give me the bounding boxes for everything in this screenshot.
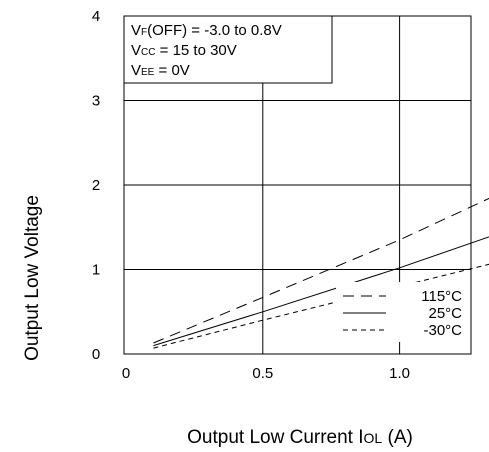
y-tick-label: 4 [92, 8, 100, 25]
y-tick-label: 0 [92, 346, 100, 363]
legend-frame [336, 282, 470, 342]
series-line-1 [153, 197, 489, 344]
y-tick-label: 3 [92, 93, 100, 110]
legend-label-3: -30°C [423, 322, 462, 339]
y-axis-title: Output Low Voltage [22, 195, 43, 361]
condition-line: VCC = 15 to 30V [131, 42, 237, 59]
condition-line: VEE = 0V [131, 62, 190, 79]
series-line-2 [153, 236, 489, 347]
conditions-box: VF(OFF) = -3.0 to 0.8V VCC = 15 to 30V VEE… [123, 15, 333, 84]
y-tick-label: 1 [92, 262, 100, 279]
series-layer [153, 197, 489, 349]
legend: 115°C25°C-30°C [336, 282, 470, 342]
x-tick-labels: 00.51.01.52.0 [122, 365, 410, 382]
series-line-3 [153, 263, 489, 349]
x-axis-title: Output Low Current IOL (A) [187, 427, 413, 448]
y-tick-label: 2 [92, 177, 100, 194]
conditions-box-frame [123, 15, 333, 84]
y-tick-labels: 0 1 2 3 4 [92, 8, 100, 363]
legend-label-2: 25°C [428, 305, 462, 322]
condition-line: VF(OFF) = -3.0 to 0.8V [131, 22, 282, 39]
legend-label-1: 115°C [421, 288, 462, 305]
x-tick-label: 0.5 [252, 365, 273, 382]
x-tick-label: 0 [122, 365, 130, 382]
x-tick-label: 1.0 [389, 365, 410, 382]
